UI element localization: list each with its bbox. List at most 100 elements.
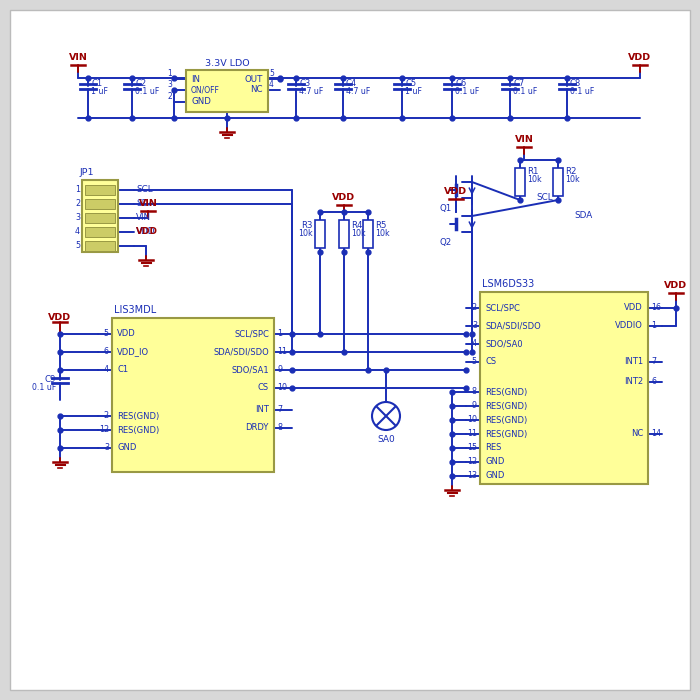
- Text: C8: C8: [570, 78, 581, 88]
- Text: C5: C5: [405, 78, 416, 88]
- Text: 3: 3: [472, 321, 477, 330]
- Text: VDD: VDD: [332, 193, 356, 202]
- Text: C6: C6: [455, 78, 466, 88]
- Text: SCL: SCL: [536, 193, 552, 202]
- Text: 11: 11: [467, 430, 477, 438]
- Text: VDD: VDD: [664, 281, 687, 290]
- Text: C7: C7: [513, 78, 524, 88]
- Text: SDO/SA1: SDO/SA1: [232, 365, 269, 375]
- Text: R4: R4: [351, 221, 363, 230]
- Text: LSM6DS33: LSM6DS33: [482, 279, 534, 289]
- Text: 1: 1: [167, 69, 172, 78]
- Text: NC: NC: [631, 430, 643, 438]
- Text: VDD: VDD: [136, 228, 158, 237]
- Text: 12: 12: [99, 426, 109, 435]
- Text: 7: 7: [651, 358, 656, 367]
- Text: R2: R2: [565, 167, 577, 176]
- Text: 1 uF: 1 uF: [405, 87, 422, 95]
- Text: 5: 5: [472, 358, 477, 367]
- Bar: [553, 168, 563, 196]
- Text: C2: C2: [135, 78, 146, 88]
- Text: 3: 3: [104, 444, 109, 452]
- Text: 8: 8: [472, 388, 477, 396]
- Bar: [85, 241, 115, 251]
- Text: 10k: 10k: [565, 176, 580, 185]
- Text: VDD: VDD: [629, 53, 652, 62]
- Bar: [82, 180, 118, 252]
- Text: 4: 4: [75, 228, 80, 237]
- Text: 7: 7: [277, 405, 282, 414]
- Bar: [85, 199, 115, 209]
- Text: INT: INT: [255, 405, 269, 414]
- Text: RES(GND): RES(GND): [117, 412, 160, 421]
- Text: 4.7 uF: 4.7 uF: [299, 87, 323, 95]
- Text: SCL/SPC: SCL/SPC: [485, 304, 520, 312]
- Text: 4.7 uF: 4.7 uF: [346, 87, 370, 95]
- Text: 5: 5: [104, 330, 109, 339]
- Bar: [112, 318, 274, 472]
- Text: C9: C9: [45, 375, 56, 384]
- Text: VDD: VDD: [48, 313, 71, 322]
- Text: 9: 9: [472, 402, 477, 410]
- Text: 0.1 uF: 0.1 uF: [570, 87, 594, 95]
- Text: RES(GND): RES(GND): [117, 426, 160, 435]
- Bar: [363, 220, 373, 248]
- Text: RES(GND): RES(GND): [485, 388, 527, 396]
- Text: VIN: VIN: [139, 199, 158, 208]
- Text: R3: R3: [302, 221, 313, 230]
- Text: VDD: VDD: [444, 187, 468, 196]
- Text: RES(GND): RES(GND): [485, 430, 527, 438]
- Text: 16: 16: [651, 304, 661, 312]
- Text: LIS3MDL: LIS3MDL: [114, 305, 156, 315]
- Text: VDD: VDD: [624, 304, 643, 312]
- Text: C3: C3: [299, 78, 310, 88]
- Text: RES: RES: [485, 444, 501, 452]
- Bar: [480, 292, 648, 484]
- Text: Q2: Q2: [440, 237, 452, 246]
- Text: DRDY: DRDY: [246, 424, 269, 433]
- Text: 4: 4: [472, 340, 477, 349]
- Text: 10k: 10k: [298, 230, 313, 239]
- Text: 10: 10: [467, 416, 477, 424]
- Bar: [186, 70, 268, 112]
- Bar: [85, 213, 115, 223]
- Text: OUT: OUT: [244, 74, 263, 83]
- Text: R1: R1: [527, 167, 538, 176]
- Text: SDA: SDA: [136, 199, 154, 209]
- Text: 2: 2: [472, 304, 477, 312]
- Text: VIN: VIN: [69, 53, 88, 62]
- Text: VDDIO: VDDIO: [615, 321, 643, 330]
- Text: C1: C1: [117, 365, 128, 375]
- Text: CS: CS: [485, 358, 496, 367]
- Text: VDD: VDD: [117, 330, 136, 339]
- Text: INT2: INT2: [624, 377, 643, 386]
- Text: 1 uF: 1 uF: [91, 87, 108, 95]
- Text: CS: CS: [258, 384, 269, 393]
- Text: GND: GND: [117, 444, 136, 452]
- Text: ON/OFF: ON/OFF: [191, 85, 220, 94]
- Text: C1: C1: [91, 78, 102, 88]
- Text: SDO/SA0: SDO/SA0: [485, 340, 523, 349]
- Text: NC: NC: [251, 85, 263, 94]
- Text: RES(GND): RES(GND): [485, 402, 527, 410]
- Text: 0.1 uF: 0.1 uF: [513, 87, 538, 95]
- Text: VIN: VIN: [136, 214, 151, 223]
- Text: 3: 3: [167, 80, 172, 89]
- Text: Q1: Q1: [440, 204, 452, 213]
- Text: SCL/SPC: SCL/SPC: [234, 330, 269, 339]
- Text: SDA: SDA: [574, 211, 592, 220]
- Text: 1: 1: [75, 186, 80, 195]
- Text: GND: GND: [485, 472, 505, 480]
- Text: 6: 6: [104, 347, 109, 356]
- Text: 15: 15: [467, 444, 477, 452]
- Text: 1: 1: [277, 330, 282, 339]
- Text: 11: 11: [277, 347, 287, 356]
- Text: 10k: 10k: [351, 230, 365, 239]
- Text: 13: 13: [467, 472, 477, 480]
- Text: RES(GND): RES(GND): [485, 416, 527, 424]
- Text: 5: 5: [269, 69, 274, 78]
- Text: 12: 12: [467, 458, 477, 466]
- Text: SDA/SDI/SDO: SDA/SDI/SDO: [485, 321, 540, 330]
- Text: 2: 2: [104, 412, 109, 421]
- Text: INT1: INT1: [624, 358, 643, 367]
